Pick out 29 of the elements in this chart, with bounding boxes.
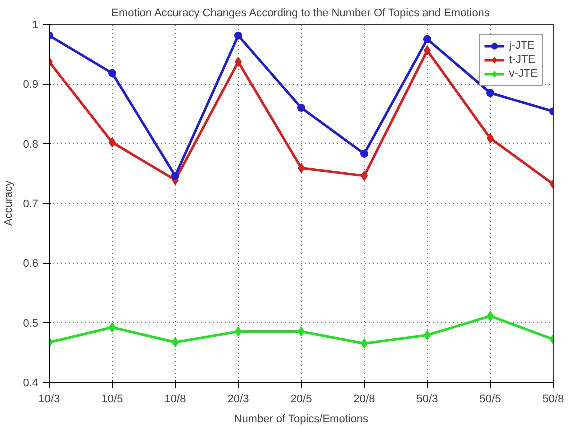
x-tick-label: 10/8 [164,394,186,406]
y-tick-label: 0.9 [23,79,39,92]
legend-label: j-JTE [509,39,535,53]
point [172,172,180,180]
point [298,104,306,112]
x-tick-label: 50/5 [480,394,502,406]
y-tick-label: 0.5 [23,318,39,330]
x-tick-label: 20/5 [290,394,312,406]
legend-label: t-JTE [509,53,536,67]
point [108,69,116,78]
point [234,32,242,40]
point [360,150,368,158]
y-tick-label: 0.6 [23,258,39,270]
y-tick-label: 1 [32,20,39,32]
chart-title: Emotion Accuracy Changes According to the Number Of Topics and Emotions [112,8,490,20]
x-tick-label: 10/5 [102,394,124,406]
x-tick-label: 50/8 [542,394,564,406]
point [486,89,494,98]
x-tick-label: 50/3 [416,394,438,406]
legend-label: v-JTE [509,67,538,81]
y-axis-title: Accuracy [3,180,16,226]
point [424,35,432,44]
x-axis-title: Number of Topics/Emotions [234,414,370,426]
y-tick-label: 0.7 [23,198,39,210]
x-tick-label: 20/3 [228,394,250,406]
x-tick-label: 20/8 [354,394,376,406]
y-tick-label: 0.4 [23,378,39,390]
x-tick-label: 10/3 [38,394,60,406]
y-tick-label: 0.8 [23,138,39,151]
